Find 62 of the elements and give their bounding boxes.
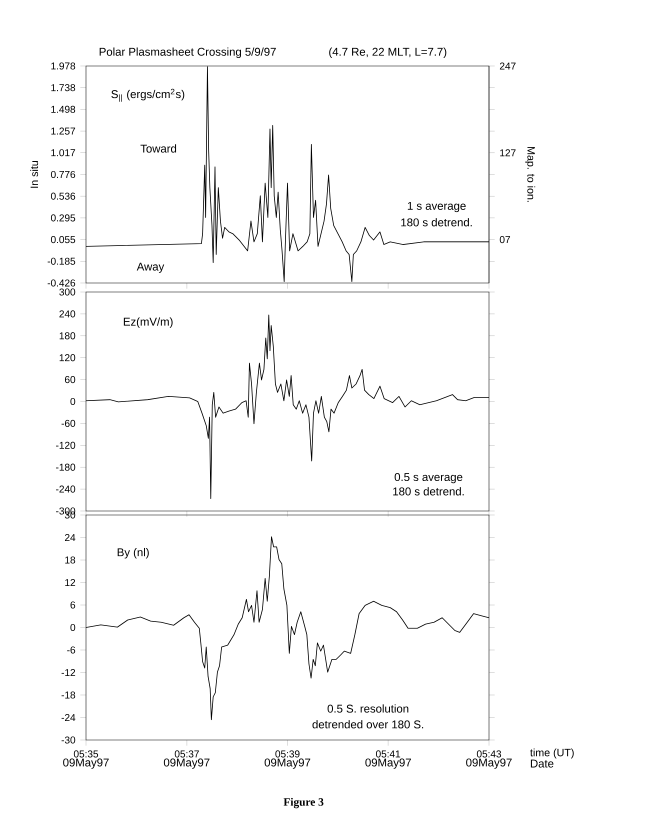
text: 09May97 — [63, 758, 109, 769]
y-tick-label: -120 — [56, 442, 76, 449]
y-tick-label: 120 — [60, 354, 76, 362]
y-tick-label: -6 — [67, 646, 76, 654]
caption: Figure 3 — [284, 798, 324, 808]
annotation: Away — [136, 262, 164, 273]
y-tick-label: 0 — [70, 398, 76, 406]
text: 09May97 — [466, 758, 512, 769]
annotation: 1 s average — [408, 202, 466, 212]
y2-tick-label: 07 — [500, 236, 510, 244]
y-tick-label: -18 — [62, 691, 76, 699]
annotation: Ez(mV/m) — [124, 317, 173, 328]
y-tick-label: 24 — [64, 534, 76, 541]
y-tick-label: 0.295 — [50, 214, 76, 222]
y2-axis-title: Map. to ion. — [525, 147, 536, 202]
annotation: By (nl) — [118, 548, 149, 559]
y-tick-label: 0 — [70, 624, 76, 632]
annotation: S$_{||}$ (ergs/cm$^{2}$s) — [111, 88, 184, 102]
y-tick-label: 0.055 — [50, 236, 76, 244]
y-tick-label: -0.185 — [48, 258, 76, 265]
chart-title: Polar Plasmasheet Crossing 5/9/97 — [100, 47, 276, 58]
y-tick-label: -180 — [56, 464, 76, 471]
y-tick-label: 6 — [70, 601, 76, 609]
y-tick-label: 1.017 — [51, 149, 76, 156]
y-tick-label: -60 — [62, 420, 76, 427]
y-tick-label: 1.978 — [51, 62, 76, 70]
y-tick-label: 180 — [60, 332, 76, 340]
y-tick-label: -12 — [62, 669, 76, 676]
text: 09May97 — [164, 758, 210, 769]
y-tick-label: -0.426 — [48, 279, 76, 287]
text: 09May97 — [365, 758, 411, 769]
x-axis-title: time (UT) — [530, 748, 574, 758]
y-tick-label: 0.536 — [50, 192, 76, 200]
y-tick-label: 240 — [59, 310, 76, 318]
x-tick-label: 05:43 — [476, 750, 502, 758]
y-tick-label: -240 — [56, 486, 76, 493]
y-tick-label: 1.498 — [51, 106, 76, 113]
x-tick-label: 05:35 — [74, 750, 98, 758]
annotation: detrended over 180 S. — [312, 720, 424, 728]
chart-subtitle: (4.7 Re, 22 MLT, L=7.7) — [329, 47, 446, 58]
annotation: 180 s detrend. — [401, 218, 472, 226]
y2-tick-label: 247 — [500, 62, 516, 70]
text: 09May97 — [264, 758, 310, 769]
y-axis-title: In situ — [30, 160, 38, 188]
y-tick-label: -30 — [62, 736, 76, 744]
annotation: 0.5 S. resolution — [328, 704, 408, 713]
y-tick-label: -24 — [62, 714, 76, 721]
annotation: Toward — [140, 144, 176, 153]
x-tick-label: 05:39 — [275, 750, 300, 758]
y2-tick-label: 127 — [500, 149, 516, 156]
y-tick-label: 1.738 — [51, 84, 76, 92]
y-tick-label: 0.776 — [50, 170, 76, 178]
annotation: 180 s detrend. — [393, 487, 464, 496]
text: Date — [530, 760, 554, 768]
annotation: 0.5 s average — [394, 473, 462, 484]
y-tick-label: 300 — [59, 288, 76, 296]
x-tick-label: 05:37 — [174, 750, 199, 758]
y-tick-label: 12 — [65, 579, 76, 586]
y-tick-label: 60 — [64, 376, 76, 384]
x-tick-label: 05:41 — [376, 750, 400, 758]
y-tick-label: 18 — [65, 556, 76, 564]
y-tick-label: 1.257 — [51, 128, 76, 135]
